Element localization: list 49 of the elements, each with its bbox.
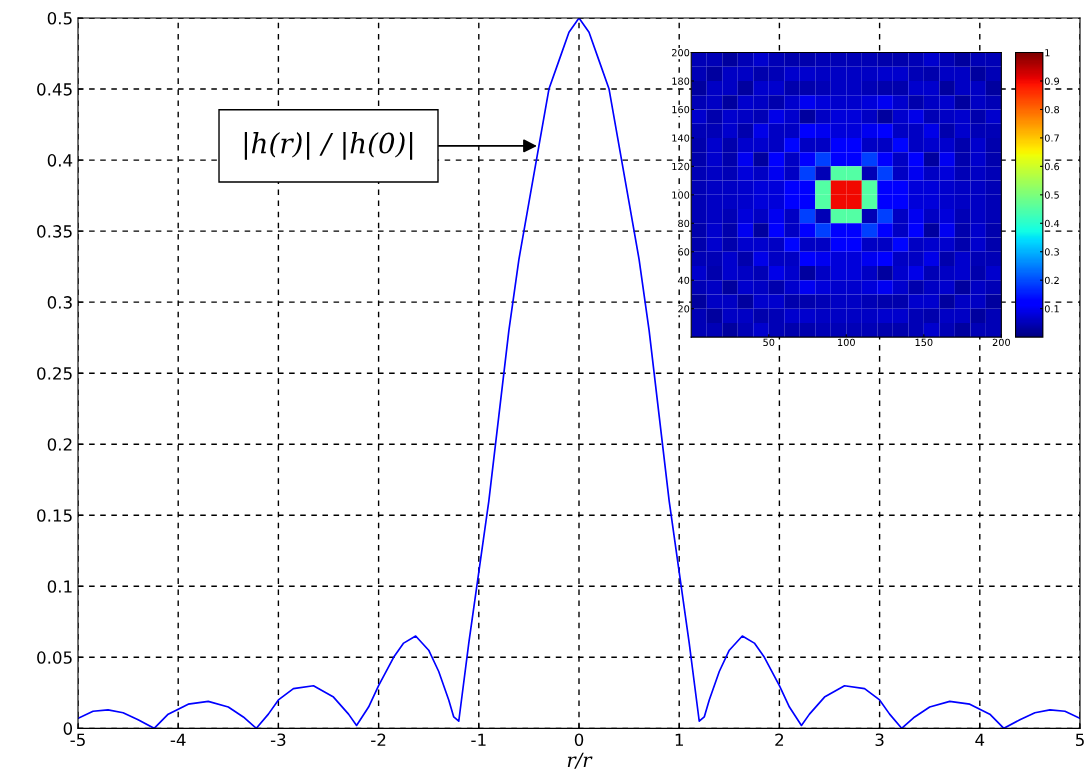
y-tick-label: 0.15: [37, 509, 72, 522]
x-tick-label: 3: [875, 733, 884, 747]
color-bar-label: 0.7: [1044, 134, 1059, 142]
color-bar-label: 0.6: [1044, 162, 1060, 171]
x-tick-label: 4: [975, 733, 985, 746]
y-tick-label: 0.25: [37, 367, 72, 380]
color-bar-label: 0.9: [1044, 77, 1060, 85]
y-tick-label: 120: [672, 162, 690, 171]
line-series: [78, 18, 1080, 729]
x-tick-label: -3: [270, 733, 286, 747]
y-tick-label: 160: [672, 105, 690, 114]
y-tick-label: 60: [678, 248, 690, 256]
x-tick-label: -1: [471, 733, 486, 746]
x-tick-label: 1: [675, 733, 683, 746]
x-tick-label: -2: [371, 733, 386, 746]
y-tick-label: 0: [63, 722, 73, 735]
y-tick-label: 80: [678, 219, 690, 228]
x-tick-label: -5: [70, 733, 85, 747]
x-tick-label: 2: [775, 733, 784, 746]
x-tick-label: 50: [763, 338, 775, 347]
x-tick-label: 100: [838, 338, 855, 347]
color-bar-label: 0.8: [1044, 105, 1060, 114]
y-tick-label: 0.5: [47, 11, 72, 25]
y-tick-label: 180: [672, 77, 690, 85]
color-bar-label: 0.3: [1044, 248, 1059, 256]
color-bar-label: 0.2: [1044, 276, 1059, 285]
color-bar-label: 0.4: [1044, 219, 1060, 228]
y-tick-label: 40: [677, 276, 690, 285]
y-tick-label: 200: [672, 49, 690, 57]
y-tick-label: 0.1: [47, 580, 72, 593]
color-bar-label: 1: [1045, 49, 1050, 57]
y-tick-label: 140: [672, 134, 690, 142]
y-tick-label: 0.4: [47, 154, 73, 167]
y-tick-label: 100: [672, 191, 690, 199]
color-bar-label: 0.1: [1044, 305, 1059, 313]
x-tick-label: 5: [1075, 733, 1084, 747]
annotation: |h(r)| / |h(0)|: [244, 132, 413, 160]
y-tick-label: 0.05: [37, 651, 72, 664]
x-tick-label: 200: [992, 338, 1010, 347]
x-tick-label: -4: [170, 733, 186, 746]
y-tick-label: 0.2: [47, 438, 72, 451]
y-tick-label: 0.3: [47, 296, 72, 309]
y-tick-label: 20: [678, 305, 690, 313]
y-tick-label: 0.45: [37, 83, 72, 96]
y-tick-label: 0.35: [37, 225, 72, 238]
x-tick-label: 0: [574, 733, 584, 747]
color-bar-label: 0.5: [1044, 191, 1059, 199]
x-axis-title: r/r: [567, 752, 593, 769]
x-tick-label: 150: [915, 338, 933, 347]
